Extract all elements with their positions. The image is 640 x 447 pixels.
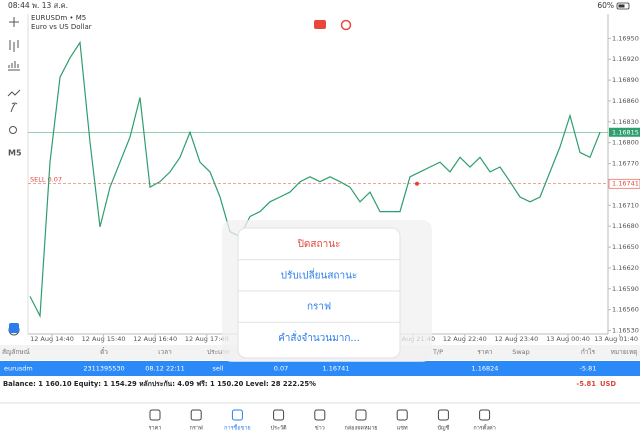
column-header: ตั๋ว — [100, 347, 108, 356]
tab-icon[interactable] — [149, 409, 161, 421]
total-profit: -5.81 — [576, 380, 596, 388]
y-tick-label: 1.16800 — [612, 139, 639, 147]
tab-icon[interactable] — [355, 409, 367, 421]
status-time: 08:44 — [8, 1, 30, 10]
status-date: พ. 13 ส.ค. — [32, 1, 68, 10]
timeframe-button[interactable]: M5 — [8, 149, 22, 158]
table-cell: 0.07 — [274, 365, 288, 373]
menu-item[interactable]: คำสั่งจำนวนมาก... — [278, 330, 360, 344]
table-cell: sell — [213, 365, 224, 373]
one-click-button[interactable] — [340, 19, 352, 31]
y-tick-label: 1.16710 — [612, 201, 639, 209]
menu-item[interactable]: ปรับเปลี่ยนสถานะ — [281, 267, 358, 281]
menu-item[interactable]: กราฟ — [307, 302, 331, 313]
table-cell: 2311395530 — [83, 365, 124, 373]
tab-icon[interactable] — [396, 409, 408, 421]
tab-label[interactable]: บัญชี — [437, 425, 449, 432]
y-tick-label: 1.16860 — [612, 97, 639, 105]
x-tick-label: 12 Aug 16:40 — [133, 335, 177, 343]
tab-label[interactable]: การซื้อขาย — [224, 424, 250, 432]
tab-icon[interactable] — [314, 409, 326, 421]
context-menu — [237, 227, 401, 359]
x-tick-label: 13 Aug 00:40 — [546, 335, 590, 343]
tab-label[interactable]: กล่องจดหมาย — [344, 426, 377, 432]
chart-title: EURUSDm • M5 — [31, 14, 86, 22]
y-tick-label: 1.16590 — [612, 285, 639, 293]
column-header: ประเภท — [207, 348, 229, 356]
current-price-tag — [609, 127, 640, 137]
y-tick-label: 1.16830 — [612, 118, 639, 126]
column-header: หมายเหตุ — [611, 348, 638, 356]
positions-table: สัญลักษณ์ตั๋วเวลาประเภทVolumeราคาS/LT/Pร… — [0, 345, 640, 432]
chart-subtitle: Euro vs US Dollar — [31, 23, 92, 31]
tab-icon[interactable] — [437, 409, 449, 421]
position-price-label: 1.16741 — [612, 180, 639, 188]
tab-label[interactable]: ประวัติ — [271, 425, 287, 432]
y-tick-label: 1.16950 — [612, 34, 639, 42]
currency: USD — [600, 380, 616, 388]
column-header: ราคา — [477, 348, 492, 356]
y-tick-label: 1.16770 — [612, 160, 639, 168]
trade-button[interactable] — [314, 20, 326, 29]
tab-label[interactable]: การตั้งค่า — [473, 424, 495, 432]
table-row[interactable] — [0, 361, 640, 376]
chart-type-tool[interactable] — [9, 40, 19, 52]
overlay: ปิดสถานะปรับเปลี่ยนสถานะกราฟคำสั่งจำนวนม… — [222, 220, 432, 362]
table-cell: 08.12 22:11 — [145, 365, 184, 373]
objects-tool[interactable] — [7, 89, 21, 97]
y-tick-label: 1.16560 — [612, 306, 639, 314]
position-price-tag — [608, 178, 640, 189]
one-click-icon[interactable] — [9, 323, 19, 333]
tab-label[interactable]: กราฟ — [190, 425, 203, 432]
column-header: Swap — [512, 348, 530, 356]
plot: 1.16530 1.16560 1.16590 1.16620 1.16650 1.166… — [28, 34, 640, 343]
entry-marker — [415, 181, 419, 186]
y-tick-label: 1.16890 — [612, 76, 639, 84]
y-tick-label: 1.16650 — [612, 243, 639, 251]
function-tool[interactable] — [10, 102, 18, 113]
x-tick-label: 12 Aug 22:40 — [443, 335, 487, 343]
x-tick-label: 13 Aug 01:40 — [594, 335, 638, 343]
status-battery: 60% — [597, 1, 614, 10]
battery-level — [618, 4, 625, 8]
tab-icon[interactable] — [231, 409, 243, 421]
column-header: สัญลักษณ์ — [2, 348, 30, 356]
battery-icon — [616, 2, 630, 10]
menu-item[interactable]: ปิดสถานะ — [297, 239, 340, 250]
tab-label[interactable]: ราคา — [149, 426, 162, 432]
price-line — [29, 40, 601, 319]
column-header: กำไร — [581, 348, 596, 356]
indicators-tool[interactable] — [8, 61, 20, 71]
y-tick-label: 1.16680 — [612, 222, 639, 230]
tab-label[interactable]: แชท — [397, 425, 408, 432]
position-label: SELL 0.07 — [30, 176, 62, 184]
table-cell: 1.16741 — [323, 365, 350, 373]
tab-icon[interactable] — [190, 409, 202, 421]
shapes-tool[interactable] — [9, 126, 17, 134]
table-cell: eurusdm — [4, 365, 33, 373]
tab-label[interactable]: ข่าว — [315, 426, 325, 432]
tab-icon[interactable] — [479, 409, 491, 421]
current-price-label: 1.16815 — [612, 128, 639, 136]
table-cell: -5.81 — [580, 365, 597, 373]
x-tick-label: 12 Aug 17:40 — [185, 335, 229, 343]
tab-icon[interactable] — [273, 409, 285, 421]
x-tick-label: 12 Aug 15:40 — [82, 335, 126, 343]
y-tick-label: 1.16620 — [612, 264, 639, 272]
crosshair-tool[interactable] — [9, 17, 19, 27]
x-tick-label: 12 Aug 23:40 — [494, 335, 538, 343]
balance-line: Balance: 1 160.10 Equity: 1 154.29 หลักป… — [3, 380, 316, 388]
table-cell: 1.16824 — [472, 365, 499, 373]
y-tick-label: 1.16530 — [612, 327, 639, 335]
y-tick-label: 1.16920 — [612, 55, 639, 63]
x-tick-label: 12 Aug 14:40 — [30, 335, 74, 343]
column-header: เวลา — [158, 348, 172, 356]
column-header: T/P — [432, 348, 443, 356]
